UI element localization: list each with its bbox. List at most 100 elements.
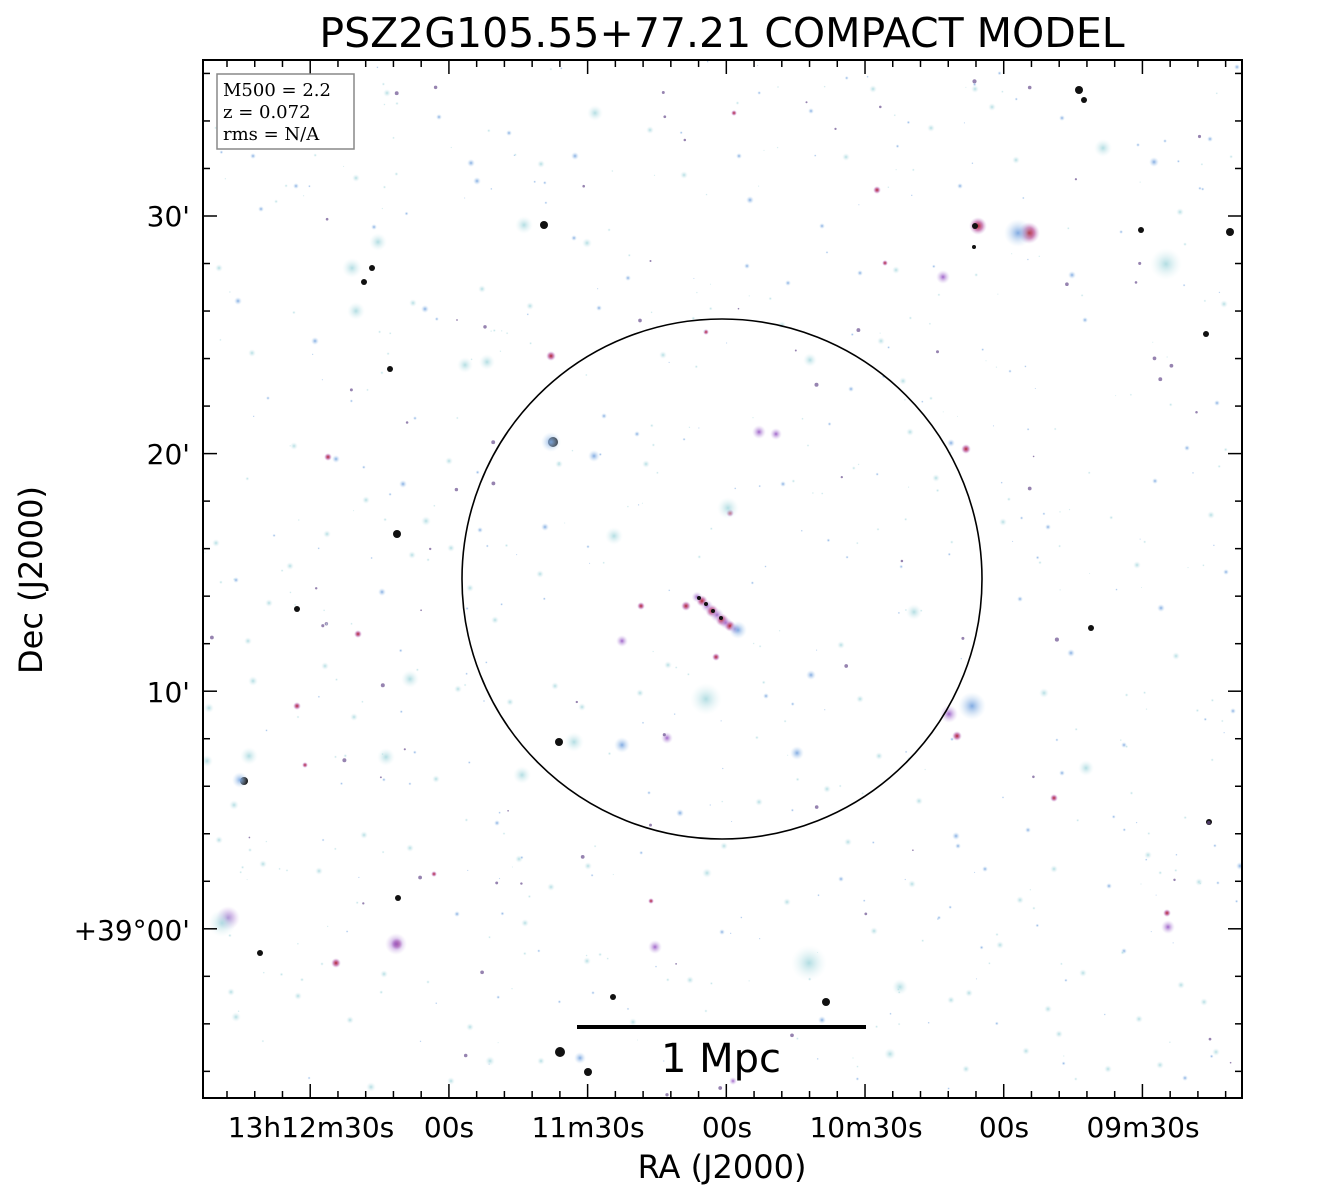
radio-source xyxy=(463,1053,468,1058)
radio-source xyxy=(483,325,487,329)
radio-source xyxy=(456,319,458,321)
radio-source xyxy=(401,670,419,688)
radio-source xyxy=(1012,156,1020,164)
radio-source xyxy=(1152,356,1157,361)
radio-source xyxy=(729,1077,737,1085)
radio-source xyxy=(808,108,814,114)
radio-source xyxy=(590,873,594,877)
radio-source xyxy=(610,994,616,1000)
radio-source xyxy=(289,591,292,594)
radio-source xyxy=(586,544,590,549)
radio-source xyxy=(1088,625,1094,631)
radio-source xyxy=(265,840,268,843)
radio-source xyxy=(629,1018,637,1026)
radio-source xyxy=(388,492,392,497)
radio-source xyxy=(1158,870,1163,875)
radio-source xyxy=(697,554,702,559)
radio-source xyxy=(1144,851,1152,859)
radio-source xyxy=(947,439,955,447)
radio-source xyxy=(805,101,808,104)
radio-source xyxy=(1115,588,1118,591)
radio-source xyxy=(910,194,913,197)
radio-source xyxy=(1175,853,1178,857)
radio-source xyxy=(840,475,843,479)
radio-source xyxy=(571,449,574,452)
y-tick-label: 30' xyxy=(147,200,190,233)
radio-source xyxy=(491,481,496,486)
radio-source xyxy=(1140,586,1143,589)
radio-source xyxy=(409,299,417,307)
radio-source xyxy=(663,115,667,119)
radio-source xyxy=(949,737,955,742)
radio-source xyxy=(455,416,459,420)
radio-source xyxy=(869,85,877,93)
radio-source xyxy=(957,183,963,189)
radio-source xyxy=(1177,981,1185,989)
radio-source xyxy=(392,136,395,140)
radio-source xyxy=(380,970,388,978)
radio-source xyxy=(1207,820,1211,825)
radio-source xyxy=(1080,293,1084,297)
radio-source xyxy=(904,878,907,881)
radio-source xyxy=(912,849,914,852)
radio-source xyxy=(1142,691,1147,695)
radio-source xyxy=(1001,796,1005,799)
radio-source xyxy=(811,491,815,495)
radio-source xyxy=(646,126,654,134)
radio-source xyxy=(708,1049,712,1052)
radio-source xyxy=(763,693,769,699)
radio-source xyxy=(827,422,832,426)
radio-source xyxy=(649,423,654,428)
radio-source xyxy=(1157,604,1165,612)
radio-source xyxy=(311,353,314,356)
radio-source xyxy=(705,193,708,196)
radio-source xyxy=(366,388,369,392)
radio-source xyxy=(386,352,390,356)
radio-source xyxy=(1119,738,1122,742)
radio-source xyxy=(352,509,355,512)
radio-source xyxy=(1120,950,1125,955)
radio-source xyxy=(1133,561,1141,569)
radio-source xyxy=(895,168,898,171)
radio-source xyxy=(398,648,403,653)
radio-source xyxy=(491,440,496,445)
radio-source xyxy=(465,672,469,676)
radio-source xyxy=(1021,196,1025,200)
radio-source xyxy=(755,798,763,806)
radio-source xyxy=(378,588,386,596)
radio-source xyxy=(887,186,890,189)
radio-source xyxy=(763,149,765,152)
radio-source xyxy=(435,1002,438,1005)
radio-source xyxy=(844,75,849,81)
radio-source xyxy=(897,990,901,994)
radio-source xyxy=(513,154,516,157)
radio-source xyxy=(668,361,671,364)
radio-source xyxy=(1094,139,1112,157)
y-tick-label: +39°00' xyxy=(74,914,190,947)
radio-source xyxy=(932,474,940,482)
radio-source xyxy=(477,527,483,533)
radio-source xyxy=(436,114,442,120)
radio-source xyxy=(877,337,885,345)
radio-source xyxy=(911,168,915,172)
radio-source xyxy=(465,606,469,611)
radio-source xyxy=(1068,508,1071,511)
radio-source xyxy=(598,452,603,457)
radio-source xyxy=(357,876,360,879)
radio-source xyxy=(665,1093,669,1097)
radio-source xyxy=(826,538,831,543)
radio-source xyxy=(897,1022,901,1026)
radio-source xyxy=(234,297,242,305)
radio-source xyxy=(1055,1030,1063,1038)
radio-source xyxy=(447,544,455,552)
radio-source xyxy=(1234,64,1240,70)
radio-source xyxy=(892,266,900,274)
radio-source xyxy=(379,990,384,995)
radio-source xyxy=(495,881,499,885)
radio-source xyxy=(315,867,323,875)
radio-source xyxy=(1145,708,1148,711)
radio-source xyxy=(806,444,810,447)
radio-source xyxy=(366,1082,376,1092)
radio-source xyxy=(1212,1048,1220,1056)
radio-source xyxy=(717,497,739,519)
